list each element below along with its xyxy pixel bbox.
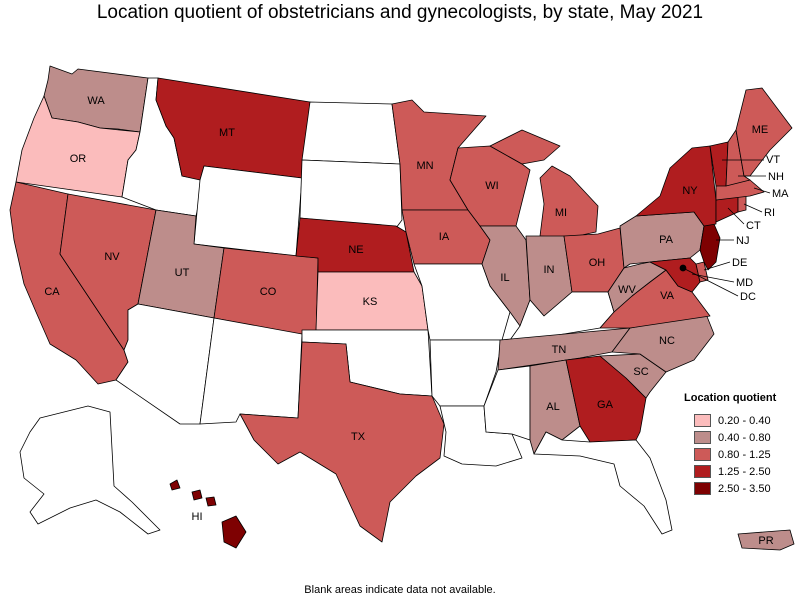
label-nj: NJ — [736, 235, 749, 247]
label-in: IN — [544, 264, 555, 276]
state-tn[interactable] — [497, 327, 631, 371]
state-tx[interactable] — [239, 341, 445, 543]
label-ne: NE — [348, 244, 363, 256]
label-tn: TN — [552, 344, 567, 356]
map-title: Location quotient of obstetricians and g… — [96, 2, 704, 23]
state-il[interactable] — [479, 225, 531, 327]
legend-swatch — [694, 414, 711, 427]
label-mi: MI — [555, 207, 567, 219]
state-pr[interactable] — [737, 529, 795, 551]
label-ct: CT — [746, 220, 761, 232]
label-me: ME — [752, 124, 769, 136]
footnote: Blank areas indicate data not available. — [304, 584, 496, 596]
state-nj[interactable] — [699, 223, 721, 271]
label-ia: IA — [439, 231, 450, 243]
label-mn: MN — [416, 160, 433, 172]
label-co: CO — [260, 286, 277, 298]
legend-label: 0.20 - 0.40 — [718, 414, 771, 427]
label-ca: CA — [44, 286, 60, 298]
label-dc: DC — [740, 291, 756, 303]
legend-title: Location quotient — [684, 392, 777, 404]
state-az[interactable] — [115, 303, 215, 425]
callout-lines — [682, 159, 771, 297]
legend-item: 0.20 - 0.40 — [684, 412, 796, 429]
state-ak[interactable] — [19, 405, 161, 535]
legend-item: 2.50 - 3.50 — [684, 480, 796, 497]
legend-swatch — [694, 448, 711, 461]
label-nv: NV — [104, 251, 120, 263]
legend-item: 0.40 - 0.80 — [684, 429, 796, 446]
legend-label: 0.40 - 0.80 — [718, 431, 771, 444]
state-md[interactable] — [649, 257, 701, 293]
label-ma: MA — [772, 188, 789, 200]
legend-swatch — [694, 465, 711, 478]
label-ks: KS — [363, 296, 378, 308]
label-ut: UT — [175, 267, 190, 279]
label-ri: RI — [764, 207, 775, 219]
label-va: VA — [660, 290, 675, 302]
label-il: IL — [500, 272, 509, 284]
state-nm[interactable] — [199, 317, 303, 425]
label-ga: GA — [597, 399, 614, 411]
label-mt: MT — [219, 127, 235, 139]
state-ny[interactable] — [635, 145, 717, 227]
label-wi: WI — [485, 180, 498, 192]
label-oh: OH — [589, 257, 606, 269]
label-nc: NC — [659, 335, 675, 347]
label-wa: WA — [87, 95, 105, 107]
state-fl[interactable] — [533, 431, 673, 535]
legend-item: 1.25 - 2.50 — [684, 463, 796, 480]
label-or: OR — [70, 153, 87, 165]
label-de: DE — [732, 257, 747, 269]
label-tx: TX — [351, 431, 366, 443]
label-al: AL — [546, 401, 559, 413]
legend-label: 1.25 - 2.50 — [718, 465, 771, 478]
state-mi[interactable] — [489, 129, 599, 239]
state-labels: WA OR CA NV UT MT CO NE KS TX MN IA WI I… — [44, 95, 789, 547]
state-hi[interactable] — [169, 479, 247, 549]
state-nh[interactable] — [725, 129, 751, 187]
label-hi: HI — [192, 511, 203, 523]
label-ny: NY — [682, 185, 698, 197]
label-pr: PR — [758, 535, 773, 547]
state-wy[interactable] — [193, 165, 303, 257]
label-vt: VT — [766, 154, 780, 166]
label-wv: WV — [618, 284, 636, 296]
label-pa: PA — [659, 234, 674, 246]
legend: Location quotient 0.20 - 0.40 0.40 - 0.8… — [684, 392, 796, 497]
label-md: MD — [736, 277, 753, 289]
legend-swatch — [694, 431, 711, 444]
state-sd[interactable] — [299, 159, 403, 229]
label-sc: SC — [633, 366, 648, 378]
legend-label: 2.50 - 3.50 — [718, 482, 771, 495]
legend-swatch — [694, 482, 711, 495]
legend-item: 0.80 - 1.25 — [684, 446, 796, 463]
legend-label: 0.80 - 1.25 — [718, 448, 771, 461]
state-nd[interactable] — [301, 101, 401, 165]
label-nh: NH — [768, 171, 784, 183]
